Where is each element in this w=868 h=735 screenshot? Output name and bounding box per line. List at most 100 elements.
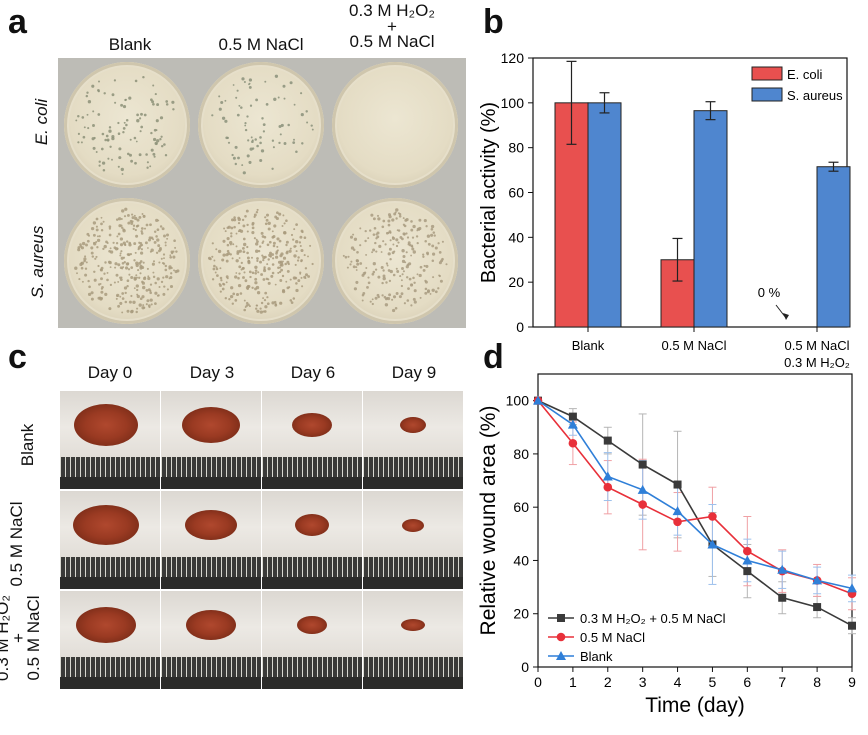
colony-dot — [144, 241, 148, 245]
colony-dot — [248, 78, 252, 82]
colony-dot — [149, 291, 152, 295]
wound — [297, 616, 327, 634]
colony-dot — [303, 254, 306, 257]
colony-dot — [107, 139, 110, 142]
colony-dot — [104, 292, 108, 296]
colony-dot — [353, 237, 358, 241]
colony-dot — [249, 147, 253, 151]
colony-dot — [98, 235, 101, 238]
colony-dot — [403, 224, 407, 228]
colony-dot — [113, 246, 117, 250]
colony-dot — [382, 276, 386, 281]
colony-dot — [278, 270, 282, 274]
wound — [292, 413, 332, 437]
colony-dot — [276, 245, 279, 248]
data-point — [813, 603, 822, 612]
colony-dot — [278, 141, 281, 145]
colony-dot — [295, 223, 298, 226]
colony-dot — [160, 257, 163, 260]
colony-dot — [147, 276, 151, 281]
colony-dot — [100, 216, 103, 219]
colony-dot — [296, 259, 300, 262]
colony-dot — [359, 262, 363, 265]
colony-dot — [155, 129, 158, 132]
colony-dot — [132, 224, 136, 227]
colony-dot — [395, 244, 399, 248]
y-tick-label: 120 — [501, 50, 525, 66]
colony-dot — [136, 113, 139, 117]
colony-dot — [279, 260, 283, 263]
panel-c-col-day0: Day 0 — [87, 363, 133, 382]
plate-h2o2-saureus — [332, 198, 458, 324]
colony-dot — [374, 296, 378, 300]
annotation-arrowhead — [783, 313, 789, 320]
colony-dot — [292, 297, 296, 300]
colony-dot — [93, 278, 97, 282]
colony-dot — [155, 119, 159, 123]
colony-dot — [380, 265, 384, 270]
colony-dot — [271, 253, 275, 256]
colony-dot — [77, 248, 81, 252]
colony-dot — [281, 274, 285, 278]
colony-dot — [150, 303, 153, 306]
colony-dot — [264, 80, 267, 83]
colony-dot — [103, 244, 107, 249]
colony-dot — [143, 113, 147, 117]
colony-dot — [120, 250, 123, 253]
colony-dot — [156, 277, 160, 281]
colony-dot — [80, 141, 83, 144]
colony-dot — [412, 276, 415, 280]
colony-dot — [241, 218, 245, 222]
colony-dot — [347, 255, 350, 258]
colony-dot — [367, 237, 370, 240]
colony-dot — [263, 298, 267, 302]
colony-dot — [237, 222, 241, 225]
colony-dot — [145, 289, 149, 292]
colony-dot — [246, 223, 249, 227]
colony-dot — [86, 239, 90, 243]
colony-dot — [135, 284, 139, 288]
colony-dot — [150, 248, 154, 252]
colony-dot — [156, 103, 160, 107]
colony-dot — [86, 91, 89, 94]
colony-dot — [401, 273, 404, 276]
colony-dot — [373, 226, 377, 230]
colony-dot — [248, 160, 252, 164]
colony-dot — [411, 245, 414, 248]
colony-dot — [235, 232, 238, 235]
colony-dot — [77, 141, 80, 144]
colony-dot — [135, 310, 138, 314]
data-point — [707, 539, 718, 549]
colony-dot — [413, 300, 417, 304]
colony-dot — [416, 229, 419, 232]
colony-dot — [244, 124, 247, 127]
colony-dot — [103, 92, 106, 95]
colony-dot — [134, 79, 138, 83]
colony-dot — [132, 227, 135, 230]
colony-dot — [242, 237, 246, 241]
colony-dot — [160, 135, 163, 138]
colony-dot — [236, 89, 239, 92]
colony-dot — [309, 244, 312, 247]
colony-dot — [277, 271, 280, 274]
colony-dot — [94, 257, 97, 260]
colony-dot — [128, 300, 132, 304]
colony-dot — [306, 121, 309, 124]
colony-dot — [84, 255, 87, 258]
colony-dot — [226, 136, 229, 140]
colony-dot — [304, 273, 309, 277]
colony-dot — [230, 286, 234, 290]
colony-dot — [85, 94, 89, 98]
colony-dot — [150, 131, 153, 135]
colony-dot — [265, 213, 270, 217]
colony-dot — [135, 234, 139, 238]
colony-dot — [95, 225, 98, 228]
colony-dot — [299, 244, 302, 248]
panel-c-col-day3: Day 3 — [189, 363, 235, 382]
colony-dot — [92, 124, 95, 127]
colony-dot — [133, 287, 136, 290]
colony-dot — [246, 115, 249, 118]
colony-dot — [384, 303, 389, 307]
colony-dot — [264, 305, 268, 309]
colony-dot — [234, 275, 238, 279]
